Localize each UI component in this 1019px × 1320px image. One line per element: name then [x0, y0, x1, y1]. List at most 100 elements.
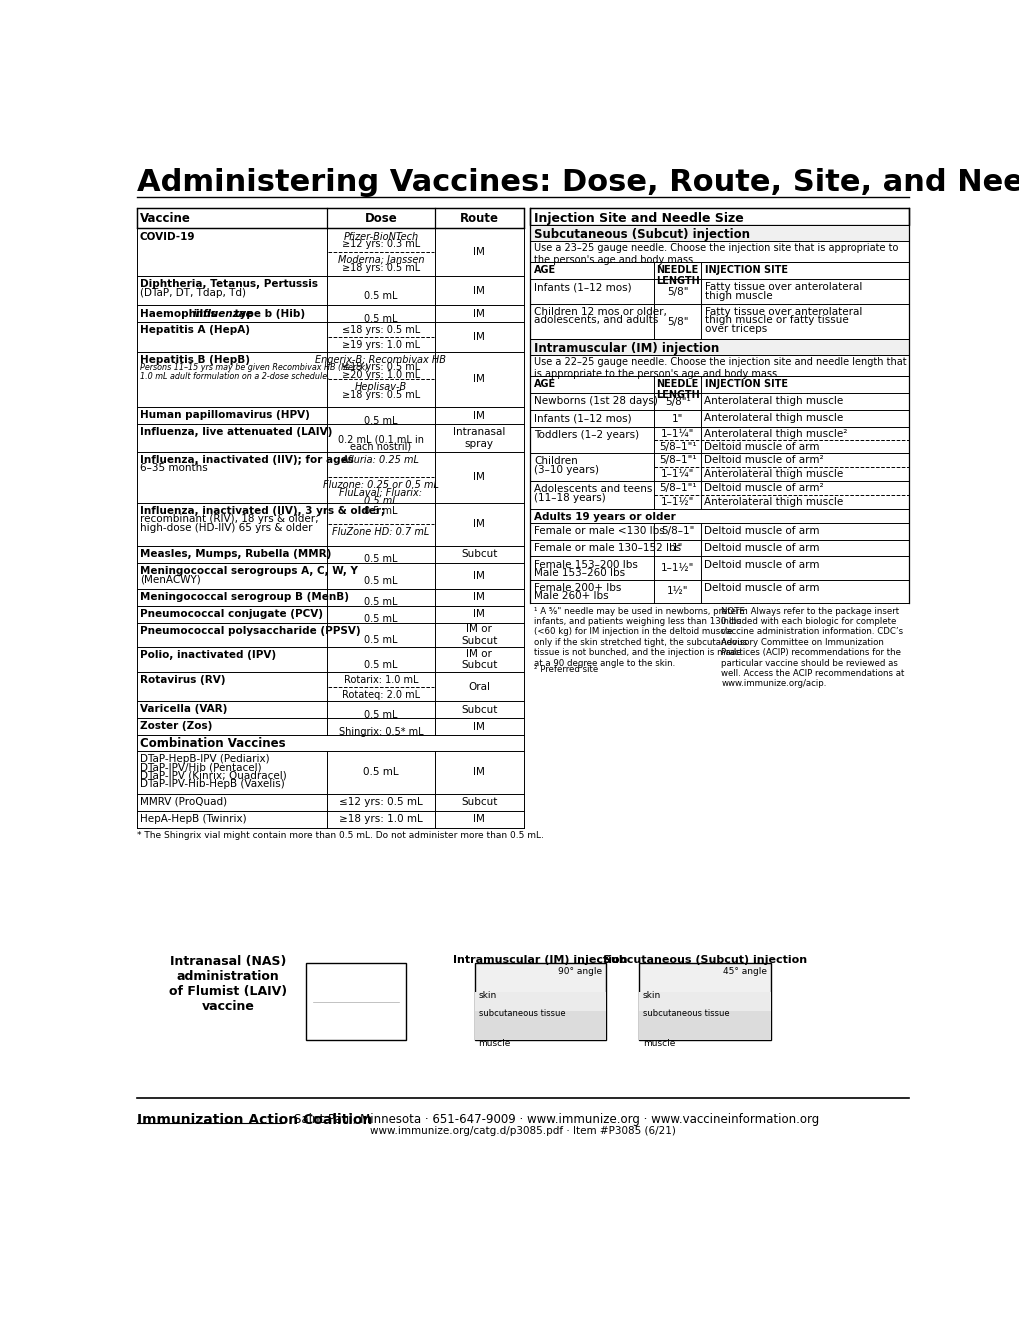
Text: Engerix-B; Recombivax HB: Engerix-B; Recombivax HB [315, 355, 446, 364]
Text: type b (Hib): type b (Hib) [231, 309, 305, 318]
Text: IM: IM [473, 610, 485, 619]
Text: www.immunize.org/catg.d/p3085.pdf · Item #P3085 (6/21): www.immunize.org/catg.d/p3085.pdf · Item… [370, 1126, 675, 1135]
Text: Varicella (VAR): Varicella (VAR) [140, 705, 227, 714]
Text: ≥19 yrs: 1.0 mL: ≥19 yrs: 1.0 mL [341, 341, 420, 350]
Text: Pfizer-BioNTech: Pfizer-BioNTech [343, 231, 418, 242]
Text: 5/8–1": 5/8–1" [660, 527, 694, 536]
Text: 0.5 mL: 0.5 mL [364, 554, 397, 564]
Text: Persons 11–15 yrs may be given Recombivax HB (Merck): Persons 11–15 yrs may be given Recombiva… [140, 363, 368, 372]
Text: Injection Site and Needle Size: Injection Site and Needle Size [534, 211, 744, 224]
Text: Intramuscular (IM) injection: Intramuscular (IM) injection [452, 956, 628, 965]
Text: 5/8–1"¹: 5/8–1"¹ [658, 442, 696, 451]
Text: Anterolateral thigh muscle: Anterolateral thigh muscle [703, 396, 843, 407]
Text: Children 12 mos or older,: Children 12 mos or older, [534, 308, 666, 317]
Text: Anterolateral thigh muscle: Anterolateral thigh muscle [703, 413, 843, 424]
Text: (3–10 years): (3–10 years) [534, 465, 599, 475]
Text: 6–35 months: 6–35 months [140, 463, 208, 474]
Text: ≤19 yrs: 0.5 mL: ≤19 yrs: 0.5 mL [341, 363, 420, 372]
Text: HepA-HepB (Twinrix): HepA-HepB (Twinrix) [140, 813, 247, 824]
Text: Subcutaneous (Subcut) injection: Subcutaneous (Subcut) injection [534, 227, 750, 240]
Text: 0.5 mL: 0.5 mL [364, 614, 397, 624]
Text: ≤12 yrs: 0.5 mL: ≤12 yrs: 0.5 mL [338, 797, 423, 807]
Text: Rotateq: 2.0 mL: Rotateq: 2.0 mL [341, 689, 420, 700]
Text: IM: IM [473, 333, 485, 342]
Text: Route: Route [460, 213, 498, 226]
Text: (MenACWY): (MenACWY) [140, 574, 201, 585]
Text: Adults 19 years or older: Adults 19 years or older [534, 512, 676, 521]
Text: Measles, Mumps, Rubella (MMR): Measles, Mumps, Rubella (MMR) [140, 549, 331, 558]
Text: ≥18 yrs: 0.5 mL: ≥18 yrs: 0.5 mL [341, 391, 420, 400]
Text: Combination Vaccines: Combination Vaccines [140, 738, 285, 751]
Text: subcutaneous tissue: subcutaneous tissue [478, 1010, 565, 1018]
Text: Deltoid muscle of arm²: Deltoid muscle of arm² [703, 483, 823, 492]
Text: Infants (1–12 mos): Infants (1–12 mos) [534, 282, 632, 292]
Text: FluZone HD: 0.7 mL: FluZone HD: 0.7 mL [332, 527, 429, 537]
Text: 1.0 mL adult formulation on a 2-dose schedule.: 1.0 mL adult formulation on a 2-dose sch… [140, 372, 329, 380]
Text: Fatty tissue over anterolateral: Fatty tissue over anterolateral [704, 308, 861, 317]
Text: high-dose (HD-IIV) 65 yrs & older: high-dose (HD-IIV) 65 yrs & older [140, 523, 312, 532]
Text: Subcutaneous (Subcut) injection: Subcutaneous (Subcut) injection [602, 956, 806, 965]
Text: 1": 1" [672, 413, 683, 424]
Text: Deltoid muscle of arm: Deltoid muscle of arm [703, 442, 819, 451]
Text: 1–1¼": 1–1¼" [660, 429, 694, 438]
Bar [638, 993, 770, 1011]
Text: Saint Paul, Minnesota · 651-647-9009 · www.immunize.org · www.vaccineinformation: Saint Paul, Minnesota · 651-647-9009 · w… [293, 1113, 818, 1126]
Text: Children: Children [534, 457, 578, 466]
Bar [638, 964, 770, 1040]
Text: 5/8"¹: 5/8"¹ [664, 397, 690, 407]
Text: Hepatitis B (HepB): Hepatitis B (HepB) [140, 355, 250, 364]
Text: 0.5 mL: 0.5 mL [364, 416, 397, 425]
Text: ¹ A ⅝" needle may be used in newborns, preterm
infants, and patients weighing le: ¹ A ⅝" needle may be used in newborns, p… [533, 607, 747, 668]
Text: IM: IM [473, 309, 485, 319]
Text: Female 153–200 lbs: Female 153–200 lbs [534, 560, 638, 569]
Text: Use a 23–25 gauge needle. Choose the injection site that is appropriate to
the p: Use a 23–25 gauge needle. Choose the inj… [534, 243, 898, 265]
Text: 0.5 mL: 0.5 mL [363, 767, 398, 777]
Text: 5/8": 5/8" [666, 286, 688, 297]
Text: muscle: muscle [478, 1039, 511, 1048]
Text: ≥18 yrs: 0.5 mL: ≥18 yrs: 0.5 mL [341, 263, 420, 273]
Text: Toddlers (1–2 years): Toddlers (1–2 years) [534, 430, 639, 440]
Text: 1–1½": 1–1½" [660, 564, 694, 573]
Text: Male 260+ lbs: Male 260+ lbs [534, 591, 608, 601]
Text: IM: IM [473, 519, 485, 529]
Text: adolescents, and adults: adolescents, and adults [534, 315, 658, 326]
Text: Male 153–260 lbs: Male 153–260 lbs [534, 568, 625, 578]
Text: Haemophilus: Haemophilus [140, 309, 220, 318]
Text: Polio, inactivated (IPV): Polio, inactivated (IPV) [140, 651, 276, 660]
Text: each nostril): each nostril) [350, 442, 411, 451]
Text: ≥20 yrs: 1.0 mL: ≥20 yrs: 1.0 mL [341, 370, 420, 380]
Text: INJECTION SITE: INJECTION SITE [704, 379, 787, 388]
Bar [530, 263, 908, 280]
Text: IM: IM [473, 767, 485, 777]
Text: Rotavirus (RV): Rotavirus (RV) [140, 675, 225, 685]
Text: NEEDLE
LENGTH: NEEDLE LENGTH [655, 264, 699, 286]
Text: Immunization Action Coalition: Immunization Action Coalition [137, 1113, 372, 1127]
Text: muscle: muscle [642, 1039, 675, 1048]
Text: Dose: Dose [364, 213, 397, 226]
Text: 0.5 mL: 0.5 mL [364, 290, 397, 301]
Text: IM or
Subcut: IM or Subcut [461, 624, 497, 645]
Text: IM: IM [473, 375, 485, 384]
Text: Rotarix: 1.0 mL: Rotarix: 1.0 mL [343, 675, 418, 685]
Text: thigh muscle or fatty tissue: thigh muscle or fatty tissue [704, 315, 848, 326]
Text: Deltoid muscle of arm: Deltoid muscle of arm [703, 582, 819, 593]
Text: influenzae: influenzae [193, 309, 253, 318]
Text: 0.5 mL: 0.5 mL [364, 576, 397, 586]
Text: MMRV (ProQuad): MMRV (ProQuad) [140, 797, 227, 807]
Text: DTaP-IPV/Hib (Pentacel): DTaP-IPV/Hib (Pentacel) [140, 762, 261, 772]
Bar [137, 209, 524, 228]
Text: Meningococcal serogroup B (MenB): Meningococcal serogroup B (MenB) [140, 591, 348, 602]
Bar [474, 1011, 606, 1040]
Text: IM: IM [473, 473, 485, 482]
Text: (11–18 years): (11–18 years) [534, 492, 605, 503]
Text: Infants (1–12 mos): Infants (1–12 mos) [534, 413, 632, 424]
Text: NOTE: Always refer to the package insert
included with each biologic for complet: NOTE: Always refer to the package insert… [720, 607, 904, 688]
Text: Newborns (1st 28 days): Newborns (1st 28 days) [534, 396, 657, 407]
Text: Adolescents and teens: Adolescents and teens [534, 484, 652, 494]
Text: Fatty tissue over anterolateral: Fatty tissue over anterolateral [704, 282, 861, 292]
Text: Pneumococcal conjugate (PCV): Pneumococcal conjugate (PCV) [140, 609, 323, 619]
Text: 1–1½": 1–1½" [660, 496, 694, 507]
Text: Anterolateral thigh muscle²: Anterolateral thigh muscle² [703, 429, 847, 438]
Text: over triceps: over triceps [704, 323, 766, 334]
Text: IM: IM [473, 411, 485, 421]
